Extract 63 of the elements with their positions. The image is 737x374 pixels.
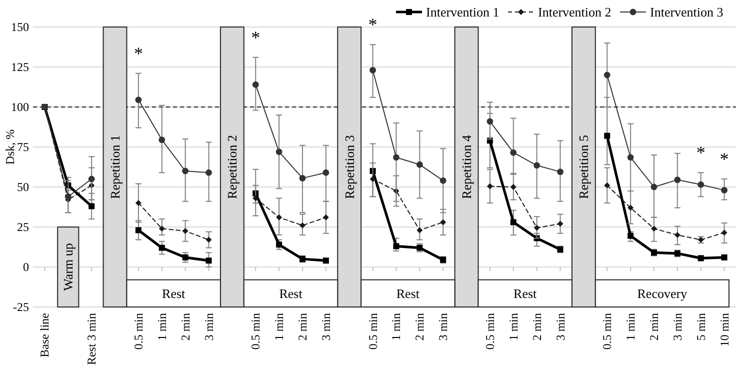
repetition-box: Repetition 1	[102, 26, 128, 308]
rest-box: Recovery	[594, 279, 730, 308]
x-tick-label: 3 min	[670, 313, 684, 341]
x-tick-label: Base line	[38, 313, 52, 358]
y-tick-label: -25	[13, 300, 29, 314]
annotation: Recovery	[637, 286, 688, 301]
x-tick-label: 3 min	[436, 313, 450, 341]
y-tick-label: 50	[17, 180, 29, 194]
x-tick-label: 5 min	[694, 313, 708, 341]
annotation: Rest	[396, 286, 420, 301]
annotation: Repetition 1	[108, 135, 123, 199]
annotation: Repetition 3	[342, 135, 357, 199]
legend-label: Intervention 2	[538, 4, 612, 20]
annotation: Repetition 2	[224, 135, 240, 199]
annotation: *	[134, 43, 143, 64]
x-tick-label: 2 min	[178, 313, 192, 341]
x-tick-label: 2 min	[295, 313, 310, 341]
annotation: Warm up	[60, 243, 76, 291]
rest-box: Rest	[243, 279, 338, 308]
x-tick-label: 0.5 min	[600, 313, 614, 350]
legend-label: Intervention 1	[426, 4, 500, 20]
x-tick-label: 1 min	[272, 313, 286, 341]
annotation: *	[696, 142, 706, 163]
repetition-box: Repetition 4	[454, 26, 479, 308]
y-tick-label: 150	[11, 20, 29, 34]
x-tick-label: Rest 3 min	[84, 313, 99, 366]
y-tick-label: 75	[17, 140, 29, 154]
y-tick-label: 0	[23, 260, 29, 274]
y-tick-label: 100	[11, 100, 29, 114]
rest-box: Rest	[126, 279, 221, 308]
x-tick-label: 10 min	[717, 313, 732, 347]
annotation: Rest	[514, 286, 538, 301]
x-tick-label: 3 min	[553, 313, 568, 341]
x-tick-label: 3 min	[202, 313, 216, 341]
x-tick-label: 0.5 min	[366, 313, 380, 350]
annotation: Rest	[279, 286, 303, 301]
x-tick-label: 2 min	[530, 313, 544, 341]
y-tick-label: 25	[17, 220, 29, 234]
x-tick-label: 3 min	[318, 313, 333, 341]
x-tick-label: 1 min	[506, 313, 520, 341]
x-tick-label: 1 min	[154, 313, 169, 341]
x-tick-label: 1 min	[389, 313, 404, 341]
rest-box: Rest	[360, 279, 456, 308]
annotation: *	[720, 149, 729, 169]
y-axis-title: Dsk, %	[3, 129, 17, 165]
annotation: Rest	[162, 286, 186, 301]
annotation: *	[251, 27, 260, 48]
x-tick-label: 2 min	[412, 313, 427, 341]
annotation: *	[368, 14, 378, 35]
x-tick-label: 0.5 min	[131, 313, 146, 350]
warm-up-box: Warm up	[57, 226, 80, 308]
repetition-box: Repetition 5	[571, 26, 596, 308]
repetition-box: Repetition 2	[220, 26, 244, 308]
x-tick-label: 0.5 min	[482, 313, 497, 350]
rest-box: Rest	[478, 279, 572, 308]
annotation: Repetition 4	[459, 134, 474, 199]
x-tick-label: 1 min	[624, 313, 638, 341]
annotation: Repetition 5	[576, 135, 592, 199]
x-tick-label: 2 min	[646, 313, 661, 341]
repetition-box: Repetition 3	[337, 26, 362, 308]
x-tick-label: 0.5 min	[248, 313, 263, 350]
legend-label: Intervention 3	[650, 4, 724, 20]
y-tick-label: 125	[11, 60, 29, 74]
